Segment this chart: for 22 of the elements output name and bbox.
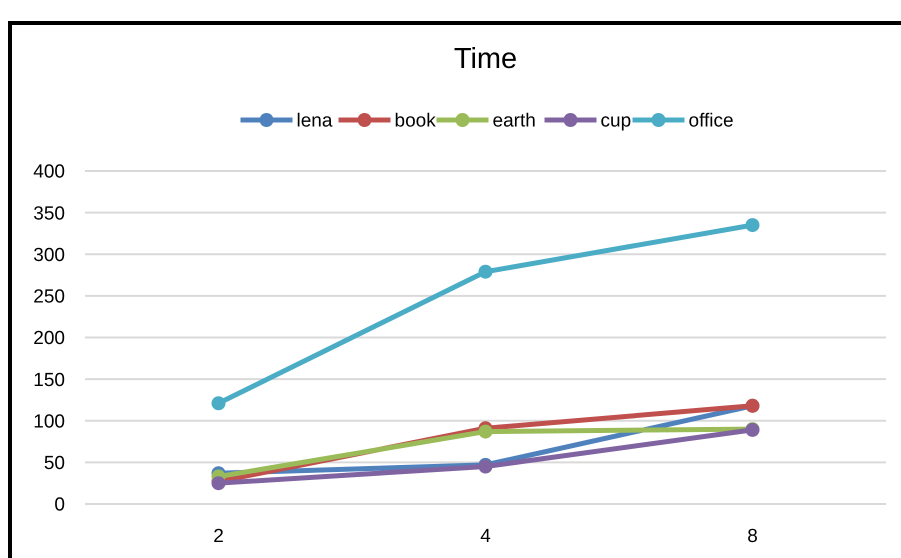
y-tick-label: 350 (33, 203, 65, 224)
y-tick-label: 200 (33, 328, 65, 350)
y-tick-label: 150 (33, 370, 65, 391)
x-tick-label: 4 (480, 526, 492, 547)
point (478, 264, 492, 279)
y-tick-label: 100 (33, 411, 65, 432)
y-tick-label: 400 (33, 162, 65, 183)
x-tick-label: 8 (747, 526, 758, 547)
y-tick-label: 300 (33, 244, 65, 266)
x-tick-label: 2 (213, 526, 224, 547)
legend-label: cup (600, 110, 632, 132)
y-tick-label: 0 (54, 494, 65, 516)
point (746, 218, 760, 232)
y-tick-label: 250 (33, 286, 65, 308)
legend-label: earth (492, 110, 536, 132)
legend-label: office (688, 110, 734, 132)
legend-label: lena (296, 110, 333, 132)
point (478, 424, 492, 439)
y-tick-label: 50 (44, 453, 65, 474)
point (212, 396, 226, 410)
chart-title: Time (454, 43, 518, 75)
legend-label: book (394, 110, 436, 132)
